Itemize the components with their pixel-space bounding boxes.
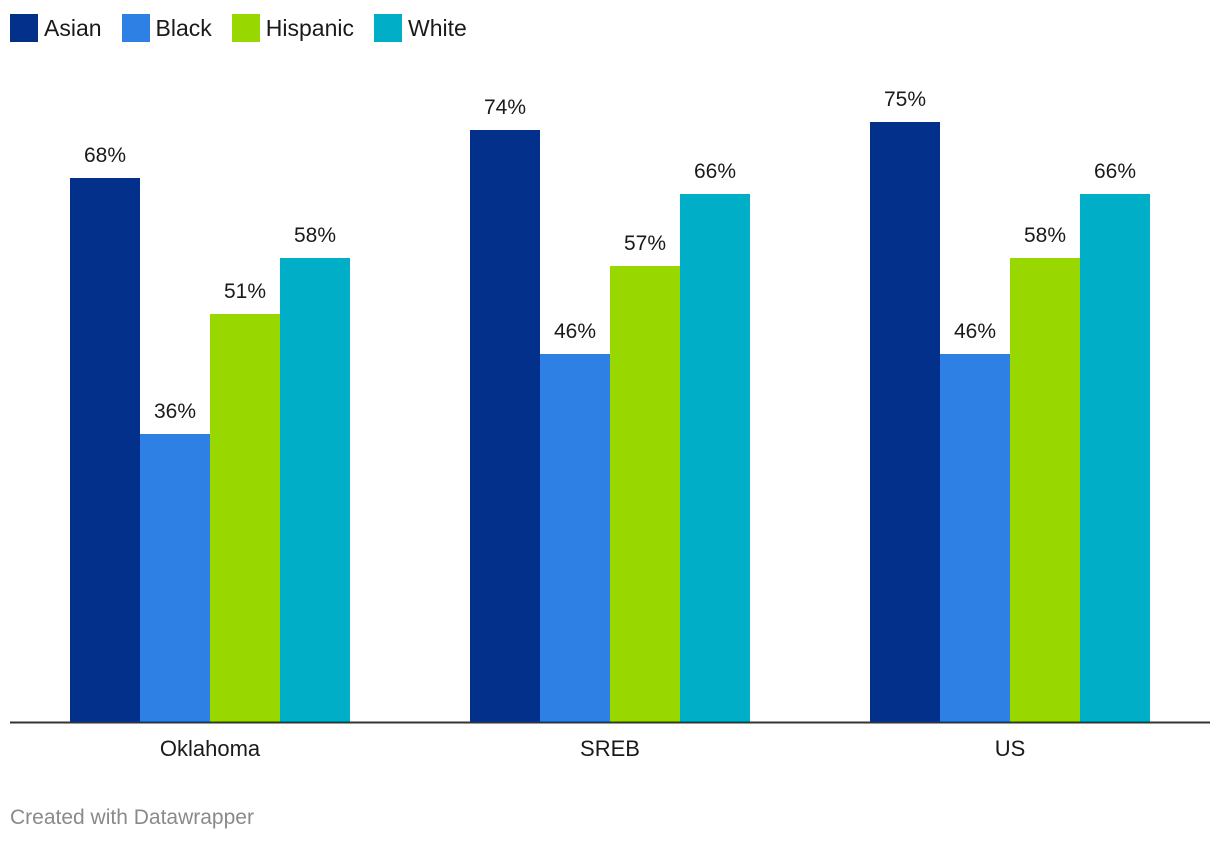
bar-oklahoma-hispanic (210, 314, 280, 722)
bar-us-hispanic (1010, 258, 1080, 722)
legend-label-black: Black (155, 15, 212, 41)
bar-oklahoma-black (140, 434, 210, 722)
data-label-sreb-asian: 74% (484, 96, 526, 119)
legend-label-white: White (408, 15, 467, 41)
bar-us-asian (870, 122, 940, 722)
legend-item-white: White (374, 14, 467, 42)
bar-us-white (1080, 194, 1150, 722)
legend-label-hispanic: Hispanic (265, 15, 355, 41)
data-label-oklahoma-white: 58% (294, 224, 336, 247)
legend-swatch-black (121, 14, 150, 42)
bar-sreb-hispanic (610, 266, 680, 722)
data-label-us-black: 46% (954, 320, 996, 343)
legend-item-black: Black (121, 14, 212, 42)
x-tick-label-oklahoma: Oklahoma (160, 736, 261, 761)
chart-legend: Asian Black Hispanic White (10, 12, 487, 44)
x-tick-label-sreb: SREB (580, 736, 640, 761)
bar-sreb-black (540, 354, 610, 722)
bar-us-black (940, 354, 1010, 722)
legend-label-asian: Asian (44, 15, 102, 41)
bar-sreb-asian (470, 130, 540, 722)
bar-group-us: 75% 46% 58% 66% (870, 88, 1150, 722)
x-tick-label-us: US (995, 736, 1026, 761)
bar-group-oklahoma: 68% 36% 51% 58% (70, 144, 350, 722)
bar-sreb-white (680, 194, 750, 722)
legend-swatch-white (374, 14, 403, 42)
bar-group-sreb: 74% 46% 57% 66% (470, 96, 750, 722)
bar-oklahoma-asian (70, 178, 140, 722)
legend-item-asian: Asian (10, 14, 102, 42)
bar-oklahoma-white (280, 258, 350, 722)
data-label-oklahoma-hispanic: 51% (224, 280, 266, 303)
credit-footer: Created with Datawrapper (10, 806, 254, 829)
data-label-oklahoma-asian: 68% (84, 144, 126, 167)
legend-swatch-hispanic (231, 14, 260, 42)
data-label-sreb-hispanic: 57% (624, 232, 666, 255)
legend-item-hispanic: Hispanic (231, 14, 355, 42)
data-label-oklahoma-black: 36% (154, 400, 196, 423)
data-label-us-hispanic: 58% (1024, 224, 1066, 247)
data-label-us-asian: 75% (884, 88, 926, 111)
data-label-sreb-white: 66% (694, 160, 736, 183)
data-label-sreb-black: 46% (554, 320, 596, 343)
data-label-us-white: 66% (1094, 160, 1136, 183)
legend-swatch-asian (10, 14, 38, 42)
